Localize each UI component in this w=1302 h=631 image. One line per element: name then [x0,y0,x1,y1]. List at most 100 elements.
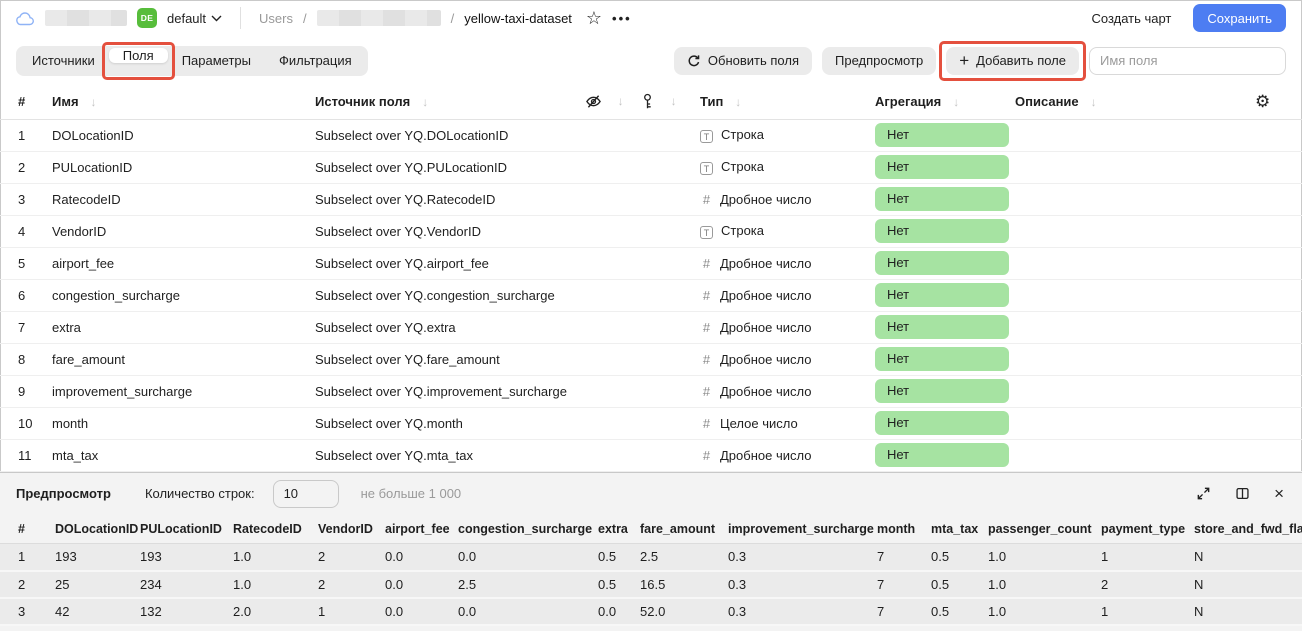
column-header-aggregation[interactable]: Агрегация ↓ [875,85,1015,120]
field-type[interactable]: T Строка [700,151,875,184]
save-button[interactable]: Сохранить [1193,4,1286,32]
field-type[interactable]: # Дробное число [700,375,875,408]
field-description[interactable] [1015,375,1255,408]
preview-button[interactable]: Предпросмотр [822,46,937,75]
field-type[interactable]: T Строка [700,119,875,152]
environment-selector[interactable]: default [167,11,222,26]
field-hidden-cell[interactable] [585,407,640,440]
field-key-cell[interactable] [640,183,700,216]
column-header-key[interactable]: ↓ [640,85,700,120]
field-description[interactable] [1015,119,1255,152]
field-row[interactable]: 7 extra Subselect over YQ.extra # Дробное чи… [0,311,1302,344]
column-header-description[interactable]: Описание ↓ [1015,85,1255,120]
column-header-source[interactable]: Источник поля ↓ [315,85,585,120]
field-hidden-cell[interactable] [585,183,640,216]
field-name-input[interactable] [1089,46,1286,75]
field-row[interactable]: 11 mta_tax Subselect over YQ.mta_tax # Дробн… [0,439,1302,472]
aggregation-select[interactable]: Нет [875,219,1009,243]
create-chart-button[interactable]: Создать чарт [1091,10,1172,26]
preview-cell: 234 [140,570,233,599]
field-key-cell[interactable] [640,439,700,472]
field-row[interactable]: 8 fare_amount Subselect over YQ.fare_amoun… [0,343,1302,376]
field-hidden-cell[interactable] [585,151,640,184]
field-row[interactable]: 3 RatecodeID Subselect over YQ.RatecodeID #… [0,183,1302,216]
field-hidden-cell[interactable] [585,343,640,376]
breadcrumb-root[interactable]: Users [259,10,293,26]
field-hidden-cell[interactable] [585,215,640,248]
column-header-hidden[interactable]: ↓ [585,85,640,120]
expand-icon [1197,487,1210,500]
field-source: Subselect over YQ.airport_fee [315,247,585,280]
field-hidden-cell[interactable] [585,311,640,344]
field-hidden-cell[interactable] [585,247,640,280]
tab-filtering[interactable]: Фильтрация [265,48,366,74]
aggregation-select[interactable]: Нет [875,187,1009,211]
field-type[interactable]: # Дробное число [700,279,875,312]
aggregation-select[interactable]: Нет [875,251,1009,275]
field-row[interactable]: 5 airport_fee Subselect over YQ.airport_fe… [0,247,1302,280]
field-type[interactable]: # Дробное число [700,311,875,344]
aggregation-select[interactable]: Нет [875,411,1009,435]
field-type[interactable]: # Целое число [700,407,875,440]
expand-preview-button[interactable] [1194,484,1213,503]
field-key-cell[interactable] [640,375,700,408]
field-row[interactable]: 9 improvement_surcharge Subselect over YQ.… [0,375,1302,408]
column-header-type[interactable]: Тип ↓ [700,85,875,120]
field-description[interactable] [1015,407,1255,440]
aggregation-select[interactable]: Нет [875,283,1009,307]
field-type[interactable]: # Дробное число [700,343,875,376]
field-index: 8 [0,343,52,376]
preview-cell: 193 [55,543,140,572]
field-description[interactable] [1015,311,1255,344]
field-key-cell[interactable] [640,279,700,312]
field-row[interactable]: 1 DOLocationID Subselect over YQ.DOLocatio… [0,119,1302,152]
table-settings-gear-icon[interactable]: ⚙ [1255,85,1302,120]
preview-column-header: VendorID [318,514,385,544]
field-key-cell[interactable] [640,151,700,184]
field-key-cell[interactable] [640,215,700,248]
aggregation-select[interactable]: Нет [875,443,1009,467]
close-preview-button[interactable]: × [1272,483,1286,504]
field-type[interactable]: T Строка [700,215,875,248]
more-menu-icon[interactable]: ••• [612,10,632,26]
field-key-cell[interactable] [640,407,700,440]
aggregation-select[interactable]: Нет [875,379,1009,403]
field-row[interactable]: 4 VendorID Subselect over YQ.VendorID T Стро… [0,215,1302,248]
field-row[interactable]: 6 congestion_surcharge Subselect over YQ.c… [0,279,1302,312]
field-type[interactable]: # Дробное число [700,183,875,216]
field-description[interactable] [1015,247,1255,280]
field-type[interactable]: # Дробное число [700,247,875,280]
field-description[interactable] [1015,279,1255,312]
field-type[interactable]: # Дробное число [700,439,875,472]
field-hidden-cell[interactable] [585,279,640,312]
field-description[interactable] [1015,215,1255,248]
aggregation-select[interactable]: Нет [875,347,1009,371]
tab-sources[interactable]: Источники [18,48,109,74]
field-row[interactable]: 10 month Subselect over YQ.month # Целое чис… [0,407,1302,440]
tab-parameters[interactable]: Параметры [168,48,265,74]
field-description[interactable] [1015,343,1255,376]
add-field-button[interactable]: + Добавить поле [946,46,1079,75]
dock-preview-button[interactable] [1233,484,1252,503]
field-description[interactable] [1015,439,1255,472]
field-key-cell[interactable] [640,311,700,344]
tab-fields[interactable]: Поля [108,47,168,63]
field-row[interactable]: 2 PULocationID Subselect over YQ.PULocatio… [0,151,1302,184]
field-hidden-cell[interactable] [585,119,640,152]
row-count-input[interactable] [272,479,339,508]
aggregation-select[interactable]: Нет [875,315,1009,339]
preview-cell: 2.5 [458,570,598,599]
preview-cell: 0.5 [598,543,640,572]
field-hidden-cell[interactable] [585,375,640,408]
favorite-star-icon[interactable]: ☆ [585,8,603,28]
field-hidden-cell[interactable] [585,439,640,472]
aggregation-select[interactable]: Нет [875,123,1009,147]
refresh-fields-button[interactable]: Обновить поля [673,46,813,75]
field-key-cell[interactable] [640,119,700,152]
field-description[interactable] [1015,183,1255,216]
field-key-cell[interactable] [640,247,700,280]
aggregation-select[interactable]: Нет [875,155,1009,179]
field-key-cell[interactable] [640,343,700,376]
field-description[interactable] [1015,151,1255,184]
column-header-name[interactable]: Имя ↓ [52,85,315,120]
